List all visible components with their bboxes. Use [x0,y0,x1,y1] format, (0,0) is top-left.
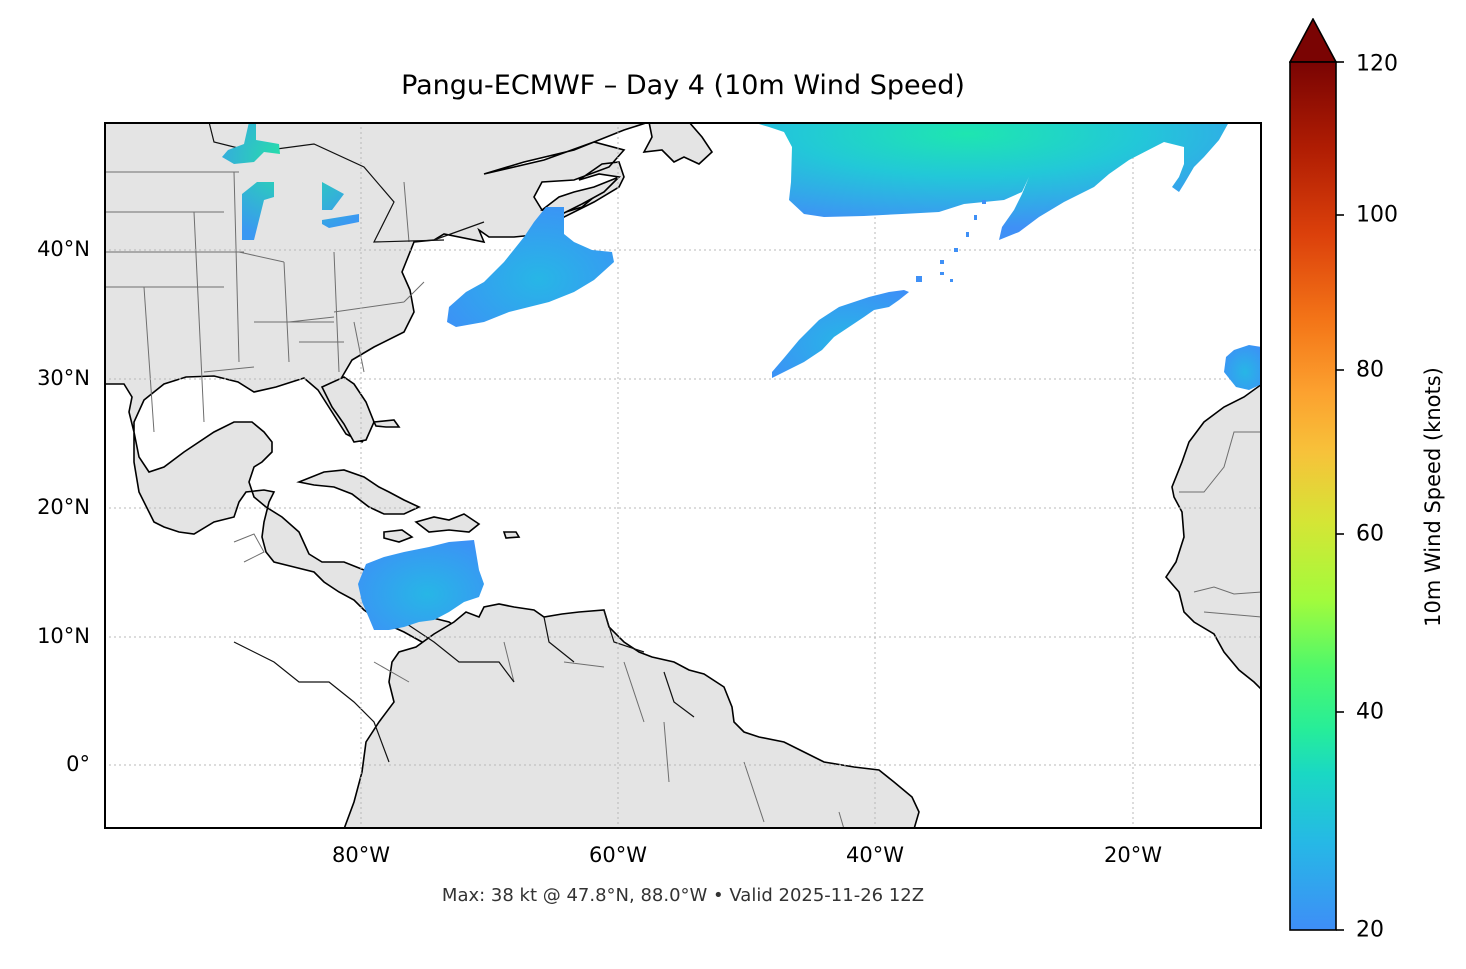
wind-speed-field [222,124,1260,630]
y-tick-0: 0° [66,752,90,776]
x-tick-80w: 80°W [332,843,390,867]
y-tick-10n: 10°N [37,624,90,648]
colorbar-tick-80: 80 [1356,357,1384,383]
wind-region-caribbean [358,540,484,630]
wind-region-canary [1224,345,1260,390]
chart-title: Pangu-ECMWF – Day 4 (10m Wind Speed) [401,70,965,101]
colorbar-tick-120: 120 [1356,51,1398,77]
political-borders [106,171,1260,827]
wind-region-great-lakes [222,124,359,240]
land-south-america [343,603,920,827]
colorbar-tick-20: 20 [1356,917,1384,943]
max-wind-annotation: Max: 38 kt @ 47.8°N, 88.0°W • Valid 2025… [441,885,925,906]
colorbar-label: 10m Wind Speed (knots) [1421,367,1445,627]
x-tick-20w: 20°W [1104,843,1162,867]
land-north-america [106,124,714,663]
y-tick-20n: 20°N [37,495,90,519]
colorbar-tick-60: 60 [1356,521,1384,547]
y-tick-30n: 30°N [37,366,90,390]
country-borders [208,124,695,763]
gridlines [106,124,1260,827]
land-africa [1164,384,1260,690]
land-caribbean-islands [296,419,521,543]
y-tick-40n: 40°N [37,237,90,261]
map-canvas [106,124,1260,827]
colorbar-tick-100: 100 [1356,202,1398,228]
x-tick-40w: 40°W [846,843,904,867]
colorbar [1289,18,1344,931]
wind-region-north-atlantic [758,124,1228,240]
x-tick-60w: 60°W [589,843,647,867]
wind-region-us-northeast [447,207,614,327]
colorbar-tick-40: 40 [1356,699,1384,725]
wind-region-central-atlantic [772,290,909,378]
map-panel [104,122,1262,829]
